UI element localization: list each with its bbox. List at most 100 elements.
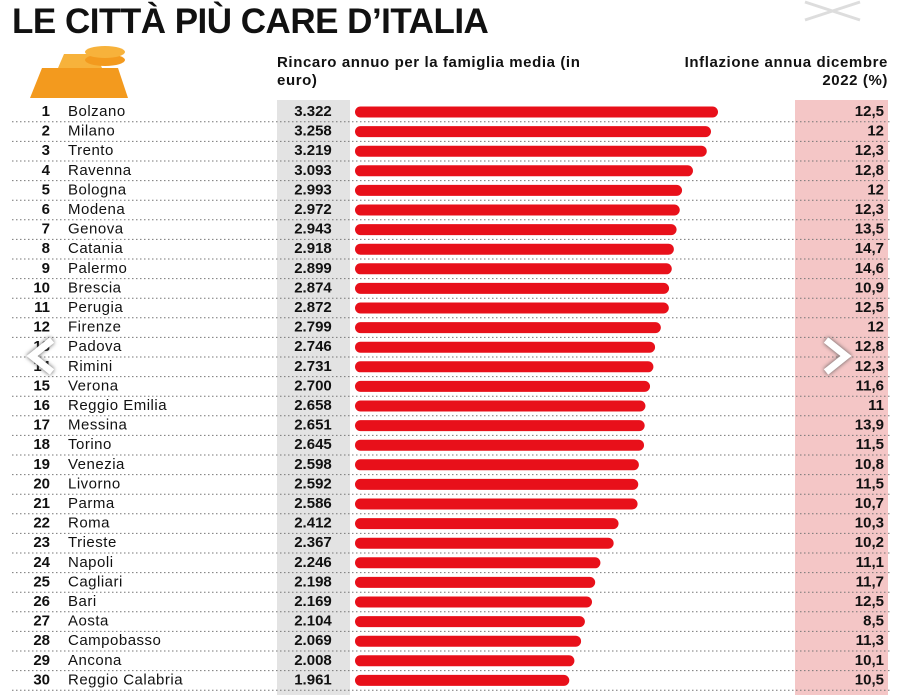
value-label: 2.008	[294, 652, 332, 669]
value-label: 2.198	[294, 573, 332, 590]
value-label: 3.322	[294, 103, 332, 120]
city-label: Firenze	[68, 319, 122, 336]
inflation-label: 13,5	[855, 221, 884, 238]
rank: 2	[42, 123, 50, 140]
inflation-label: 12,5	[855, 299, 884, 316]
rank: 4	[42, 162, 51, 179]
rank: 22	[33, 515, 50, 532]
value-column-bg	[277, 100, 350, 695]
value-label: 2.367	[294, 534, 332, 551]
city-label: Palermo	[68, 260, 127, 277]
bar	[355, 557, 601, 569]
bar	[355, 380, 651, 392]
inflation-label: 10,3	[855, 515, 884, 532]
bar	[355, 635, 582, 647]
bar	[355, 420, 645, 432]
city-label: Bologna	[68, 181, 127, 198]
bar	[355, 341, 656, 353]
value-label: 2.746	[294, 338, 332, 355]
bar	[355, 322, 661, 334]
rank: 12	[33, 319, 50, 336]
rank: 18	[33, 436, 50, 453]
value-label: 2.731	[294, 358, 332, 375]
inflation-label: 12	[867, 181, 884, 198]
inflation-label: 12,3	[855, 358, 884, 375]
column-header: Inflazione annua dicembre 2022 (%)	[684, 54, 888, 89]
city-label: Torino	[68, 436, 112, 453]
rank: 21	[33, 495, 50, 512]
bar	[355, 282, 670, 294]
bar	[355, 674, 570, 686]
rank: 25	[33, 573, 50, 590]
city-label: Livorno	[68, 475, 121, 492]
city-label: Brescia	[68, 279, 122, 296]
city-label: Modena	[68, 201, 125, 218]
icon	[30, 46, 128, 98]
value-label: 2.658	[294, 397, 332, 414]
rank: 5	[42, 181, 50, 198]
city-label: Bolzano	[68, 103, 126, 120]
city-label: Catania	[68, 240, 123, 257]
rank: 3	[42, 142, 50, 159]
city-label: Ravenna	[68, 162, 132, 179]
inflation-label: 10,5	[855, 671, 884, 688]
inflation-label: 12,8	[855, 338, 884, 355]
value-label: 2.586	[294, 495, 332, 512]
city-label: Reggio Calabria	[68, 671, 183, 688]
bar	[355, 616, 585, 628]
city-label: Trieste	[68, 534, 117, 551]
bar	[355, 498, 638, 510]
inflation-label: 10,1	[855, 652, 884, 669]
rank: 14	[33, 358, 50, 375]
city-label: Parma	[68, 495, 115, 512]
bar	[355, 361, 654, 373]
value-label: 2.943	[294, 221, 332, 238]
rank: 7	[42, 221, 50, 238]
inflation-label: 10,9	[855, 279, 884, 296]
inflation-label: 11,7	[856, 573, 884, 590]
rank: 17	[33, 417, 50, 434]
bar	[355, 224, 677, 236]
value-label: 2.169	[294, 593, 332, 610]
city-label: Ancona	[68, 652, 122, 669]
bar	[355, 243, 674, 255]
bar	[355, 478, 639, 490]
inflation-label: 10,2	[855, 534, 884, 551]
value-label: 3.219	[294, 142, 332, 159]
city-label: Bari	[68, 593, 97, 610]
inflation-label: 14,6	[855, 260, 884, 277]
bar	[355, 145, 707, 157]
rank: 19	[33, 456, 50, 473]
inflation-label: 12,3	[855, 201, 884, 218]
city-label: Reggio Emilia	[68, 397, 167, 414]
inflation-label: 10,7	[855, 495, 884, 512]
inflation-label: 11,5	[856, 475, 884, 492]
city-label: Rimini	[68, 358, 113, 375]
value-label: 2.700	[294, 377, 332, 394]
value-label: 2.246	[294, 554, 332, 571]
value-label: 2.872	[294, 299, 332, 316]
rank: 24	[33, 554, 50, 571]
inflation-label: 12,5	[855, 103, 884, 120]
rank: 1	[42, 103, 50, 120]
value-label: 3.258	[294, 123, 332, 140]
bar	[355, 204, 680, 216]
rank: 16	[33, 397, 50, 414]
close-icon[interactable]	[804, 0, 861, 22]
rank: 15	[33, 377, 50, 394]
bar	[355, 263, 672, 275]
city-label: Venezia	[68, 456, 125, 473]
rank: 27	[33, 613, 50, 630]
inflation-label: 8,5	[863, 613, 884, 630]
city-label: Roma	[68, 515, 110, 532]
inflation-label: 12,5	[855, 593, 884, 610]
value-label: 2.899	[294, 260, 332, 277]
rank: 28	[33, 632, 50, 649]
value-label: 3.093	[294, 162, 332, 179]
bar	[355, 655, 575, 667]
value-label: 2.645	[294, 436, 332, 453]
bar	[355, 439, 645, 451]
rank: 8	[42, 240, 50, 257]
